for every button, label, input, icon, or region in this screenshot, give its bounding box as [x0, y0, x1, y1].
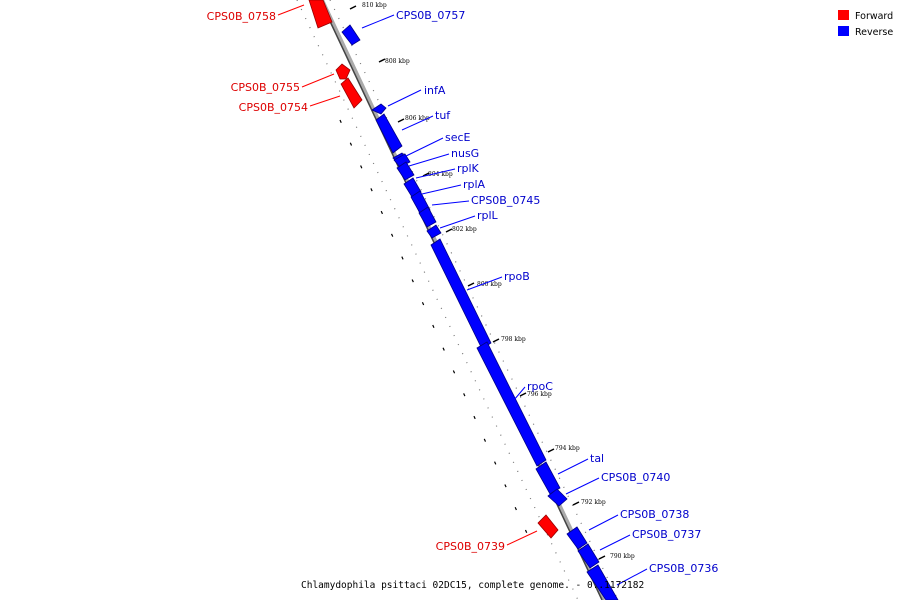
gene-CPS0B_0754[interactable] [340, 77, 363, 109]
tick-label: 796 kbp [527, 391, 552, 398]
gene-label: CPS0B_0758 [207, 10, 276, 23]
gene-infA[interactable] [371, 103, 387, 115]
gene-label: rpoB [504, 270, 530, 283]
gene-CPS0B_0737[interactable] [577, 543, 600, 569]
gene-label: nusG [451, 147, 479, 160]
gene-CPS0B_0736[interactable] [586, 564, 619, 600]
legend-label-reverse: Reverse [855, 27, 893, 38]
tick-label: 800 kbp [477, 281, 502, 288]
gene-label: rplL [477, 209, 499, 222]
dotted-guide-left [296, 0, 579, 600]
gene-CPS0B_0755[interactable] [335, 63, 351, 80]
gene-CPS0B_0745b[interactable] [418, 206, 437, 228]
tick-label: 794 kbp [555, 445, 580, 452]
gene-rplL[interactable] [426, 224, 442, 239]
gene-rplK[interactable] [396, 161, 415, 181]
gene-rplA[interactable] [403, 177, 422, 198]
tick-label: 798 kbp [501, 336, 526, 343]
gene-tal[interactable] [535, 461, 561, 495]
tick-label: 810 kbp [362, 2, 387, 9]
map-caption: Chlamydophila psittaci 02DC15, complete … [301, 580, 644, 591]
gene-label: CPS0B_0739 [436, 540, 505, 553]
gene-label: CPS0B_0754 [239, 101, 308, 114]
tick-label: 808 kbp [385, 58, 410, 65]
tick-label: 792 kbp [581, 499, 606, 506]
legend-swatch-reverse [838, 26, 849, 36]
gene-label: CPS0B_0755 [231, 81, 300, 94]
gene-label: rpoC [527, 380, 553, 393]
gene-tuf[interactable] [375, 113, 403, 154]
gene-label: CPS0B_0738 [620, 508, 689, 521]
tick-label: 806 kbp [405, 115, 430, 122]
gene-label: CPS0B_0745 [471, 194, 540, 207]
tick-label: 802 kbp [452, 226, 477, 233]
reverse-genes [341, 24, 619, 600]
dashed-guide-far-left [339, 119, 531, 541]
gene-label: tal [590, 452, 604, 465]
gene-CPS0B_0740[interactable] [547, 488, 568, 507]
gene-label: tuf [435, 109, 451, 122]
gene-label: rplK [457, 162, 480, 175]
gene-CPS0B_0738[interactable] [566, 526, 588, 550]
tick-marks [349, 5, 606, 560]
gene-CPS0B_0757[interactable] [341, 24, 361, 46]
forward-genes [308, 0, 559, 539]
gene-label: CPS0B_0757 [396, 9, 465, 22]
reverse-leader-lines [361, 14, 648, 586]
legend-swatch-forward [838, 10, 849, 20]
gene-label: rplA [463, 178, 486, 191]
forward-leader-lines [277, 4, 538, 546]
legend: Forward Reverse [838, 10, 893, 38]
gene-label: CPS0B_0740 [601, 471, 670, 484]
gene-CPS0B_0739[interactable] [537, 514, 559, 539]
tick-label: 790 kbp [610, 553, 635, 560]
gene-label: infA [424, 84, 446, 97]
gene-label: CPS0B_0736 [649, 562, 718, 575]
gene-rpoC[interactable] [476, 341, 547, 467]
gene-CPS0B_0758[interactable] [308, 0, 333, 29]
gene-rpoB[interactable] [430, 238, 492, 350]
tick-label: 804 kbp [428, 171, 453, 178]
gene-label: CPS0B_0737 [632, 528, 701, 541]
legend-label-forward: Forward [855, 11, 893, 22]
gene-label: secE [445, 131, 471, 144]
dotted-guide-right [329, 0, 619, 600]
